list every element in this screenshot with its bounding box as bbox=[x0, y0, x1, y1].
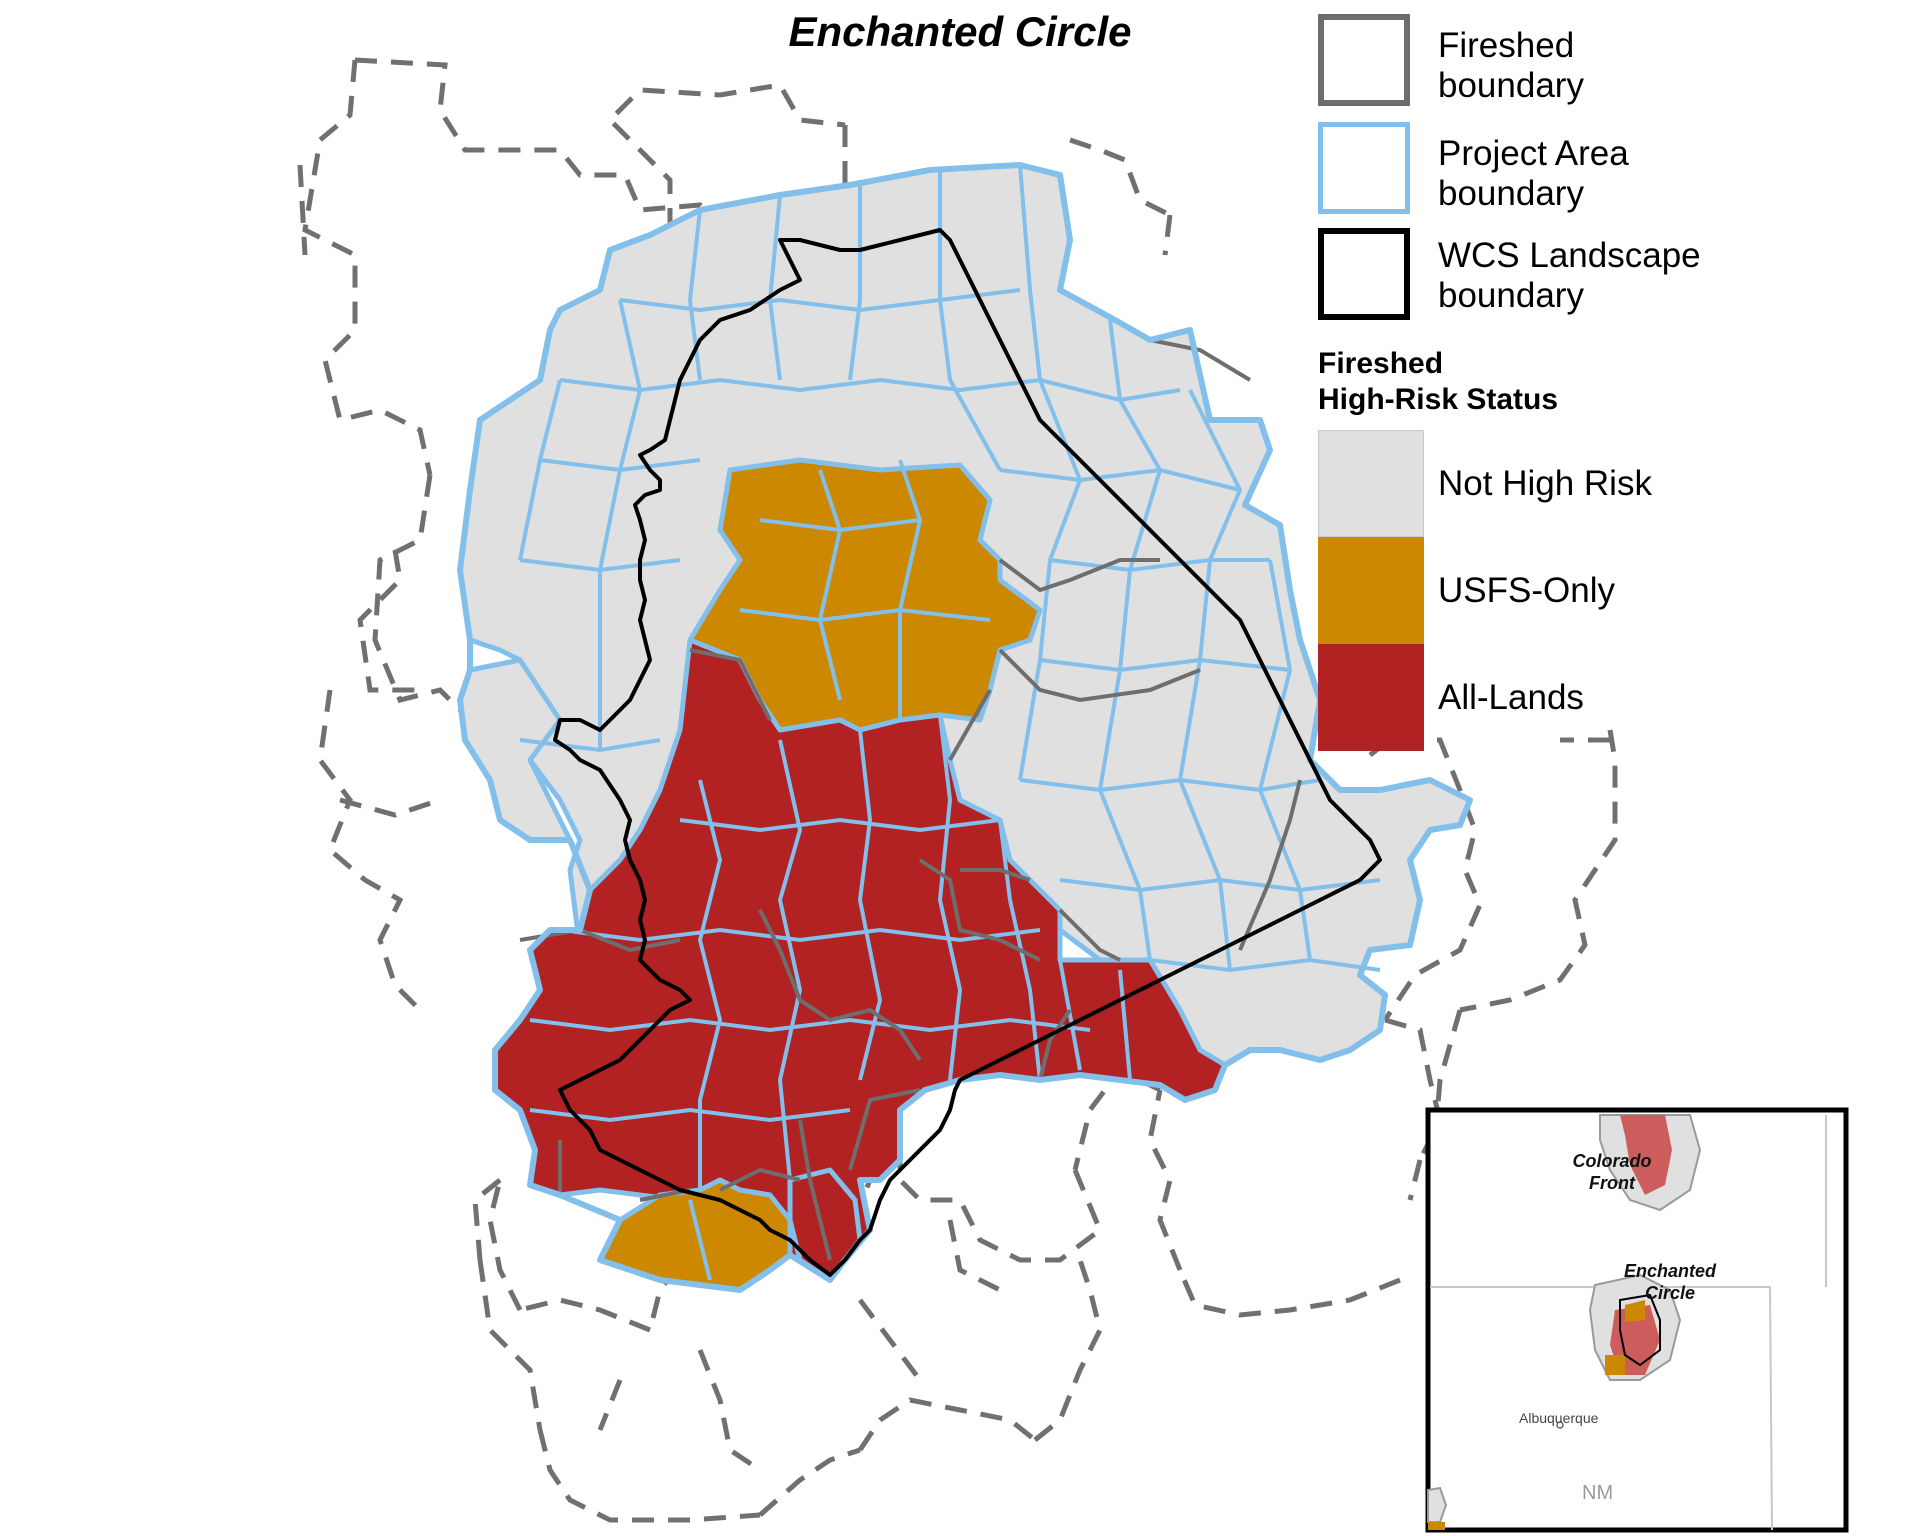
legend-status-heading-line2: High-Risk Status bbox=[1318, 383, 1559, 416]
legend-project-area-line1: Project Area bbox=[1438, 134, 1629, 173]
inset-city-label: Albuquerque bbox=[1519, 1410, 1599, 1426]
inset-colorado-front-line2: Front bbox=[1589, 1173, 1635, 1193]
all-lands-label: All-Lands bbox=[1438, 678, 1584, 717]
inset-enchanted-circle-line2: Circle bbox=[1644, 1283, 1696, 1303]
cell-grid-lines bbox=[518, 164, 1381, 1281]
inset-southwest-shape bbox=[1427, 1486, 1448, 1523]
inset-state-boundary bbox=[1430, 1286, 1773, 1531]
inset-enchanted-circle-usfs bbox=[1605, 1300, 1645, 1375]
outer-fireshed-boundaries bbox=[297, 57, 1618, 1523]
inset-colorado-front-line1: Colorado bbox=[1572, 1151, 1652, 1171]
all-lands-swatch bbox=[1318, 644, 1424, 751]
legend-fireshed-line1: Fireshed bbox=[1438, 26, 1575, 65]
map-title: Enchanted Circle bbox=[788, 8, 1132, 55]
not-high-risk-swatch bbox=[1318, 430, 1424, 537]
inset-enchanted-circle-line1: Enchanted bbox=[1623, 1261, 1716, 1281]
inset-enchanted-circle-outline bbox=[1619, 1293, 1661, 1367]
project-area-cells bbox=[457, 162, 1473, 1293]
project-area-boundary-swatch bbox=[1318, 122, 1410, 214]
legend-status-heading-line1: Fireshed bbox=[1318, 347, 1444, 380]
wcs-landscape-boundary-swatch bbox=[1318, 228, 1410, 320]
inset-city-point bbox=[1556, 1421, 1564, 1429]
legend-status-heading: Fireshed High-Risk Status bbox=[1318, 346, 1718, 418]
inset-southwest-usfs bbox=[1428, 1522, 1445, 1530]
inset-colorado-front-label: Colorado Front bbox=[1562, 1150, 1662, 1194]
legend-wcs-line1: WCS Landscape bbox=[1438, 236, 1701, 275]
usfs-only-label: USFS-Only bbox=[1438, 571, 1615, 610]
inset-colorado-front-risk bbox=[1620, 1115, 1672, 1195]
fireshed-boundary-swatch bbox=[1318, 14, 1410, 106]
not-high-risk-label: Not High Risk bbox=[1438, 464, 1652, 503]
project-area-outline bbox=[457, 162, 1473, 1293]
usfs-only-swatch bbox=[1318, 537, 1424, 644]
wcs-landscape-boundary bbox=[553, 228, 1382, 1277]
inset-state-label: NM bbox=[1582, 1482, 1614, 1504]
legend-wcs-line2: boundary bbox=[1438, 276, 1584, 315]
inset-enchanted-circle-label: Enchanted Circle bbox=[1610, 1260, 1730, 1304]
legend-fireshed-line2: boundary bbox=[1438, 66, 1584, 105]
inset-map bbox=[1425, 1107, 1849, 1533]
legend-project-area-line2: boundary bbox=[1438, 174, 1584, 213]
